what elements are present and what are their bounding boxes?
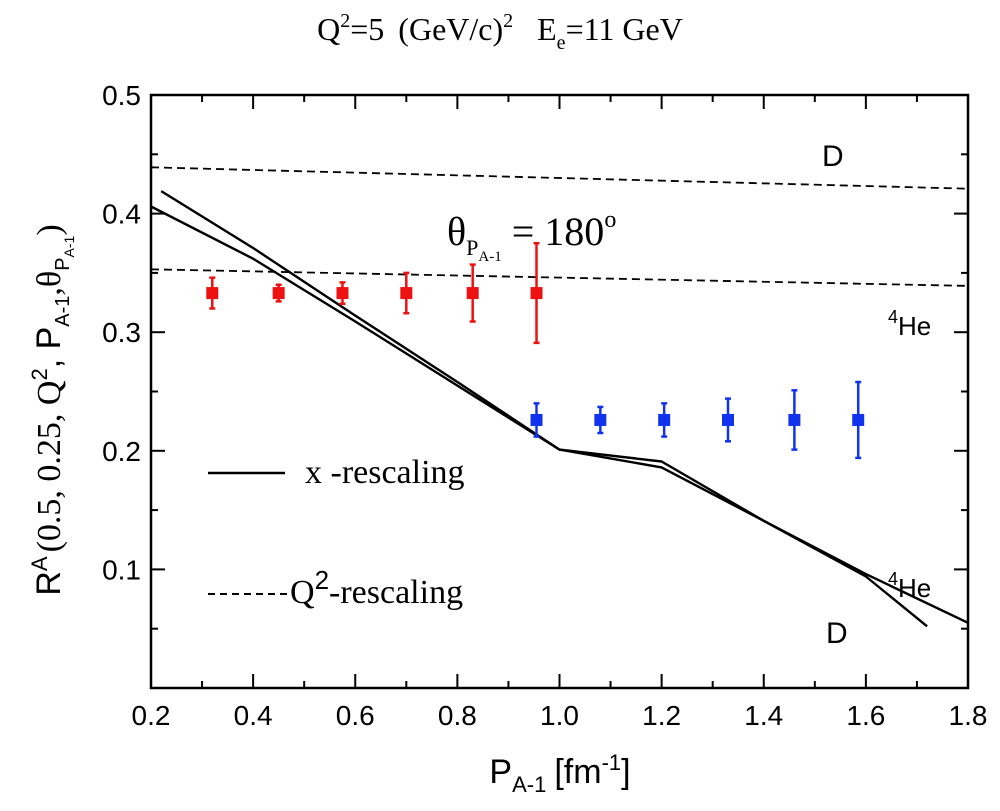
data-point — [530, 287, 543, 300]
x-tick-label: 0.4 — [234, 700, 273, 731]
data-point — [530, 413, 543, 426]
y-tick-label: 0.5 — [102, 80, 141, 111]
label-d-dashed: D — [822, 140, 844, 173]
data-points — [206, 242, 865, 460]
label-he-solid: 4He — [888, 569, 931, 603]
curve-4he-x-rescaling — [150, 205, 969, 624]
x-tick-labels: 0.2 0.4 0.6 0.8 1.0 1.2 1.4 1.6 1.8 — [132, 700, 988, 731]
data-point — [466, 287, 479, 300]
legend-solid-label: x -rescaling — [305, 454, 465, 491]
data-point — [594, 413, 607, 426]
plot-frame — [149, 93, 970, 690]
x-axis-label: PA-1 [fm-1] — [489, 750, 630, 797]
legend-dashed-label: Q2-rescaling — [290, 565, 463, 611]
label-d-solid: D — [826, 617, 848, 650]
data-point — [272, 287, 285, 300]
data-point — [336, 287, 349, 300]
y-axis-label: RA(0.5, 0.25, Q2, PA-1,θPA-1) — [27, 224, 77, 595]
x-tick-label: 1.2 — [642, 700, 681, 731]
curve-d-x-rescaling — [160, 190, 928, 628]
x-tick-label: 1.8 — [949, 700, 988, 731]
label-he-dashed: 4He — [888, 307, 931, 341]
y-tick-label: 0.2 — [102, 436, 141, 467]
data-point — [400, 287, 413, 300]
angle-annotation: θPA-1 = 180o — [447, 207, 616, 265]
x-tick-label: 0.6 — [336, 700, 375, 731]
x-tick-label: 1.0 — [540, 700, 579, 731]
chart-title: Q2=5 (GeV/c)2 Ee=11 GeV — [317, 10, 683, 54]
y-tick-labels: 0.1 0.2 0.3 0.4 0.5 — [102, 80, 141, 585]
data-point — [852, 413, 865, 426]
data-point — [722, 413, 735, 426]
data-point — [206, 287, 219, 300]
y-tick-label: 0.1 — [102, 554, 141, 585]
x-tick-label: 1.4 — [744, 700, 783, 731]
y-tick-label: 0.3 — [102, 317, 141, 348]
x-tick-label: 0.8 — [438, 700, 477, 731]
y-tick-label: 0.4 — [102, 199, 141, 230]
x-tick-label: 1.6 — [846, 700, 885, 731]
legend: x -rescaling Q2-rescaling — [208, 454, 465, 611]
data-point — [658, 413, 671, 426]
data-point — [788, 413, 801, 426]
x-tick-label: 0.2 — [132, 700, 171, 731]
curve-d-q2-rescaling — [150, 166, 969, 190]
curves — [150, 166, 969, 628]
curve-4he-q2-rescaling — [150, 268, 969, 287]
axis-ticks — [150, 94, 969, 689]
